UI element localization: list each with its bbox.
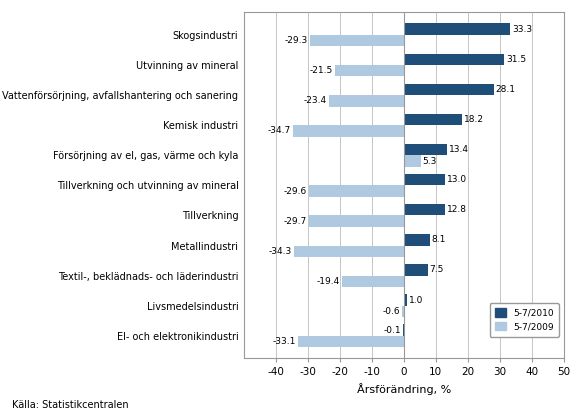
Text: 1.0: 1.0	[409, 295, 424, 304]
Text: 12.8: 12.8	[447, 205, 467, 214]
Text: -19.4: -19.4	[317, 277, 340, 286]
Text: -29.6: -29.6	[284, 187, 307, 196]
Text: -23.4: -23.4	[304, 96, 327, 105]
Text: 13.4: 13.4	[449, 145, 468, 154]
Bar	[404, 204, 444, 215]
Text: 18.2: 18.2	[464, 115, 484, 124]
Bar	[404, 234, 430, 246]
Bar	[309, 215, 404, 227]
Text: -34.7: -34.7	[268, 126, 291, 136]
Text: -21.5: -21.5	[310, 66, 333, 75]
Bar	[404, 114, 462, 125]
Text: 33.3: 33.3	[512, 25, 532, 34]
Legend: 5-7/2010, 5-7/2009: 5-7/2010, 5-7/2009	[490, 303, 559, 337]
Text: 28.1: 28.1	[496, 85, 515, 94]
X-axis label: Årsförändring, %: Årsförändring, %	[357, 383, 451, 395]
Text: 8.1: 8.1	[432, 235, 446, 244]
Bar	[404, 155, 421, 167]
Bar	[404, 294, 407, 306]
Bar	[404, 174, 445, 185]
Bar	[404, 264, 428, 276]
Bar	[310, 35, 404, 47]
Text: 7.5: 7.5	[430, 265, 444, 274]
Text: -0.1: -0.1	[384, 325, 401, 335]
Bar	[404, 84, 494, 95]
Text: Källa: Statistikcentralen: Källa: Statistikcentralen	[12, 400, 128, 410]
Bar	[294, 246, 404, 257]
Bar	[342, 276, 404, 287]
Bar	[335, 65, 404, 77]
Text: 5.3: 5.3	[422, 157, 437, 166]
Bar	[298, 336, 404, 347]
Text: -34.3: -34.3	[269, 247, 292, 256]
Text: 31.5: 31.5	[507, 55, 526, 64]
Bar	[404, 144, 447, 155]
Text: -33.1: -33.1	[272, 337, 296, 346]
Bar	[309, 185, 404, 197]
Text: -29.3: -29.3	[285, 36, 309, 45]
Bar	[329, 95, 404, 107]
Text: -0.6: -0.6	[382, 307, 400, 316]
Text: 13.0: 13.0	[447, 175, 467, 184]
Bar	[402, 306, 404, 317]
Bar	[293, 125, 404, 137]
Bar	[404, 54, 504, 65]
Text: -29.7: -29.7	[284, 217, 307, 226]
Bar	[404, 23, 510, 35]
